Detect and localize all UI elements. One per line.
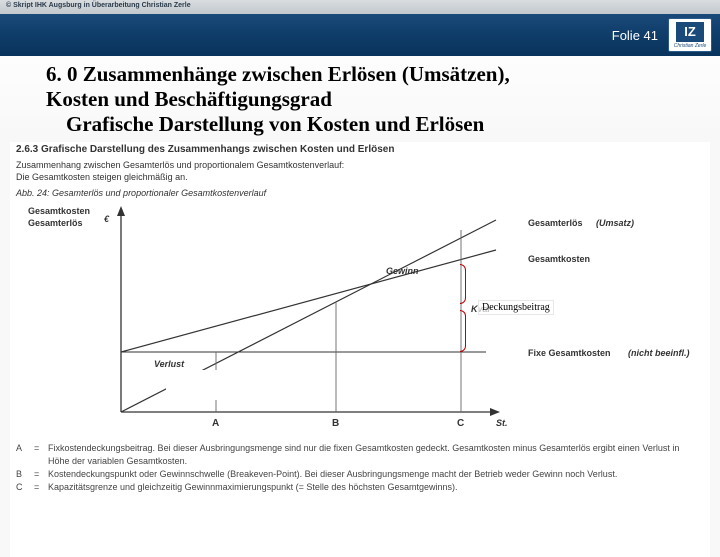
- x-axis-label: St.: [496, 418, 508, 428]
- logo-mark: IZ: [676, 22, 704, 42]
- slide-number: Folie 41: [612, 28, 658, 43]
- hw-fix: (nicht beeinfl.): [628, 348, 690, 358]
- tick-c: C: [457, 418, 464, 429]
- mask-box: [166, 370, 242, 400]
- brace-bottom: [460, 310, 466, 352]
- hw-verlust: Verlust: [154, 359, 185, 369]
- label-kosten: Gesamtkosten: [528, 254, 590, 264]
- logo: IZ Christian Zerle: [668, 18, 712, 52]
- figure-desc-2: Die Gesamtkosten steigen gleichmäßig an.: [16, 172, 188, 182]
- slide-header: Folie 41 IZ Christian Zerle: [0, 14, 720, 56]
- tick-a: A: [212, 418, 219, 429]
- legend-block: A = Fixkostendeckungsbeitrag. Bei dieser…: [16, 442, 696, 494]
- figure-section-head: 2.6.3 Grafische Darstellung des Zusammen…: [16, 144, 394, 155]
- y-axis-label-2: Gesamterlös: [28, 218, 83, 228]
- copyright-bar: © Skript IHK Augsburg in Überarbeitung C…: [0, 0, 720, 14]
- figure-caption: Abb. 24: Gesamterlös und proportionaler …: [16, 188, 266, 198]
- callout-deckungsbeitrag: Deckungsbeitrag: [478, 300, 554, 315]
- figure-area: 2.6.3 Grafische Darstellung des Zusammen…: [10, 142, 710, 557]
- cost-revenue-chart: Gesamtkosten Gesamterlös € A B C St. Ges…: [16, 202, 702, 434]
- logo-subtitle: Christian Zerle: [674, 43, 707, 49]
- title-block: 6. 0 Zusammenhänge zwischen Erlösen (Ums…: [0, 56, 720, 140]
- tick-b: B: [332, 418, 339, 429]
- page-title: 6. 0 Zusammenhänge zwischen Erlösen (Ums…: [46, 62, 674, 136]
- label-fix: Fixe Gesamtkosten: [528, 348, 611, 358]
- y-axis-label-1: Gesamtkosten: [28, 206, 90, 216]
- legend-row-c: C = Kapazitätsgrenze und gleichzeitig Ge…: [16, 481, 696, 494]
- hw-umsatz: (Umsatz): [596, 218, 634, 228]
- brace-top: [460, 264, 466, 304]
- copyright-text: © Skript IHK Augsburg in Überarbeitung C…: [6, 2, 191, 9]
- y-unit: €: [104, 214, 110, 224]
- figure-desc-1: Zusammenhang zwischen Gesamterlös und pr…: [16, 160, 344, 170]
- hw-gewinn: Gewinn: [386, 266, 419, 276]
- label-erloes: Gesamterlös: [528, 218, 583, 228]
- legend-row-b: B = Kostendeckungspunkt oder Gewinnschwe…: [16, 468, 696, 481]
- legend-row-a: A = Fixkostendeckungsbeitrag. Bei dieser…: [16, 442, 696, 468]
